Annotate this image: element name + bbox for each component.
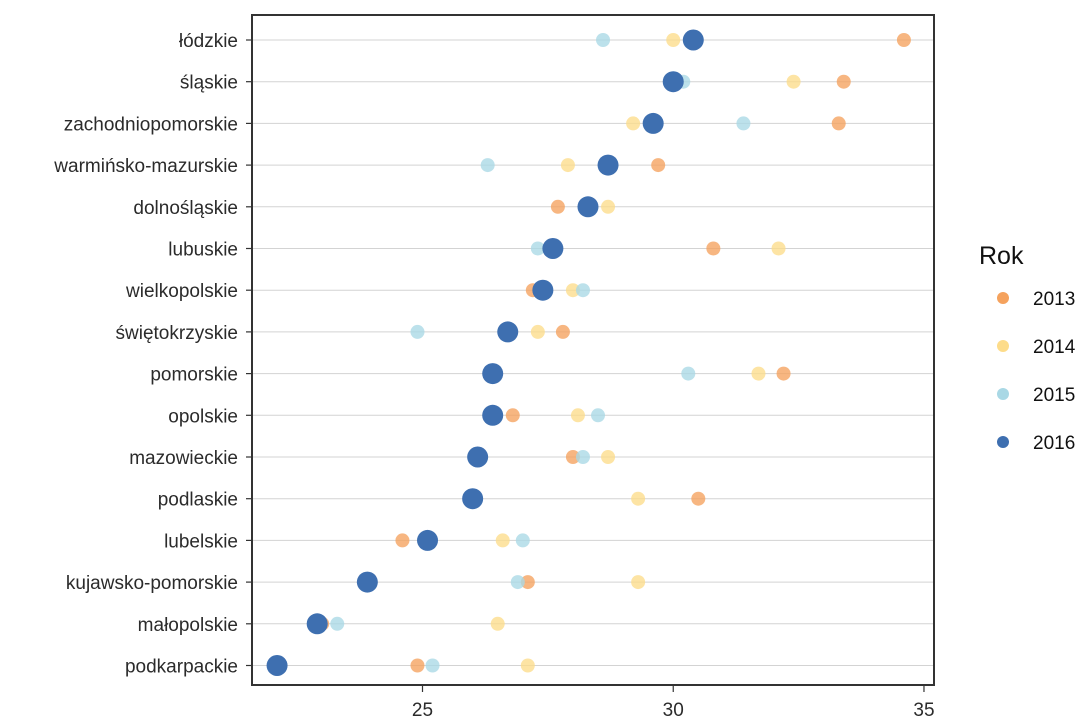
data-point-2015: [736, 116, 751, 131]
category-label: łódzkie: [179, 31, 238, 52]
x-tick-label: 35: [913, 700, 934, 720]
data-point-2014: [601, 199, 616, 214]
legend-swatch-2015: [997, 388, 1009, 400]
data-point-2015: [480, 158, 495, 173]
data-point-2013: [651, 158, 666, 173]
data-point-2013: [410, 658, 425, 673]
data-point-2015: [591, 408, 606, 423]
data-point-2016: [597, 154, 619, 176]
data-point-2013: [836, 74, 851, 89]
legend: Rok 2013 2014 2015 2016: [979, 242, 1076, 454]
data-point-2013: [505, 408, 520, 423]
data-point-2014: [560, 158, 575, 173]
data-point-2014: [751, 366, 766, 381]
data-point-2015: [330, 616, 345, 631]
data-point-2016: [542, 238, 564, 259]
data-point-2014: [666, 33, 681, 47]
category-label: kujawsko-pomorskie: [66, 573, 238, 594]
data-point-2016: [482, 363, 504, 385]
category-label: podkarpackie: [125, 657, 238, 678]
legend-swatch-2013: [997, 292, 1009, 304]
plot-panel-border: [251, 14, 935, 686]
category-label: mazowieckie: [129, 448, 238, 469]
data-point-2016: [682, 29, 704, 51]
data-point-2014: [771, 241, 786, 256]
category-label: wielkopolskie: [125, 281, 238, 302]
legend-label-2013: 2013: [1033, 289, 1075, 310]
data-point-2014: [495, 533, 510, 548]
data-point-2014: [490, 616, 505, 631]
data-point-2013: [896, 33, 911, 47]
data-point-2013: [555, 324, 570, 339]
data-point-2013: [550, 199, 565, 214]
x-axis: 25 30 35: [412, 685, 935, 720]
data-point-2013: [691, 491, 706, 506]
data-point-2015: [515, 533, 530, 548]
data-point-2015: [596, 33, 611, 47]
category-label: podlaskie: [158, 490, 238, 511]
category-label: dolnośląskie: [133, 198, 238, 219]
data-point-2016: [356, 571, 378, 593]
data-point-2016: [482, 404, 504, 426]
data-point-2016: [642, 112, 664, 134]
data-point-2016: [497, 321, 519, 343]
data-point-2014: [520, 658, 535, 673]
data-point-2015: [681, 366, 696, 381]
data-point-2013: [776, 366, 791, 381]
category-label: lubelskie: [164, 531, 238, 552]
data-point-2013: [520, 575, 535, 590]
category-labels: łódzkie śląskie zachodniopomorskie warmińsk…: [53, 31, 252, 678]
legend-label-2015: 2015: [1033, 385, 1075, 406]
data-point-2015: [425, 658, 440, 673]
data-point-2014: [626, 116, 641, 131]
x-tick-label: 30: [663, 700, 684, 720]
data-point-2015: [510, 575, 525, 590]
gridlines: [252, 39, 934, 666]
x-tick-label: 25: [412, 700, 433, 720]
category-label: zachodniopomorskie: [64, 114, 238, 135]
data-point-2013: [395, 533, 410, 548]
data-point-2015: [575, 283, 590, 298]
legend-label-2014: 2014: [1033, 337, 1076, 358]
legend-swatch-2016: [997, 436, 1009, 448]
data-point-2016: [462, 488, 484, 510]
legend-label-2016: 2016: [1033, 433, 1075, 454]
data-point-2016: [417, 529, 439, 551]
data-point-2013: [831, 116, 846, 131]
category-label: opolskie: [168, 406, 238, 427]
data-point-2015: [530, 241, 545, 256]
data-point-2016: [662, 71, 684, 93]
legend-title: Rok: [979, 242, 1024, 270]
data-point-2016: [306, 613, 328, 635]
data-point-2014: [570, 408, 585, 423]
category-label: świętokrzyskie: [116, 323, 238, 344]
data-point-2014: [601, 450, 616, 464]
data-point-2015: [575, 450, 590, 464]
data-points: [266, 29, 911, 676]
data-point-2013: [706, 241, 721, 256]
data-point-2016: [577, 196, 599, 218]
category-label: warmińsko-mazurskie: [53, 156, 238, 177]
category-label: lubuskie: [168, 240, 238, 261]
data-point-2016: [266, 655, 288, 676]
data-point-2013: [565, 450, 580, 464]
data-point-2015: [410, 324, 425, 339]
data-point-2014: [631, 575, 646, 590]
data-point-2014: [530, 324, 545, 339]
data-point-2014: [631, 491, 646, 506]
category-label: małopolskie: [138, 615, 238, 636]
category-label: śląskie: [180, 73, 238, 94]
data-point-2016: [532, 279, 554, 301]
data-point-2016: [467, 446, 489, 468]
data-point-2014: [565, 283, 580, 298]
data-point-2014: [786, 74, 801, 89]
category-label: pomorskie: [150, 365, 238, 386]
legend-swatch-2014: [997, 340, 1009, 352]
